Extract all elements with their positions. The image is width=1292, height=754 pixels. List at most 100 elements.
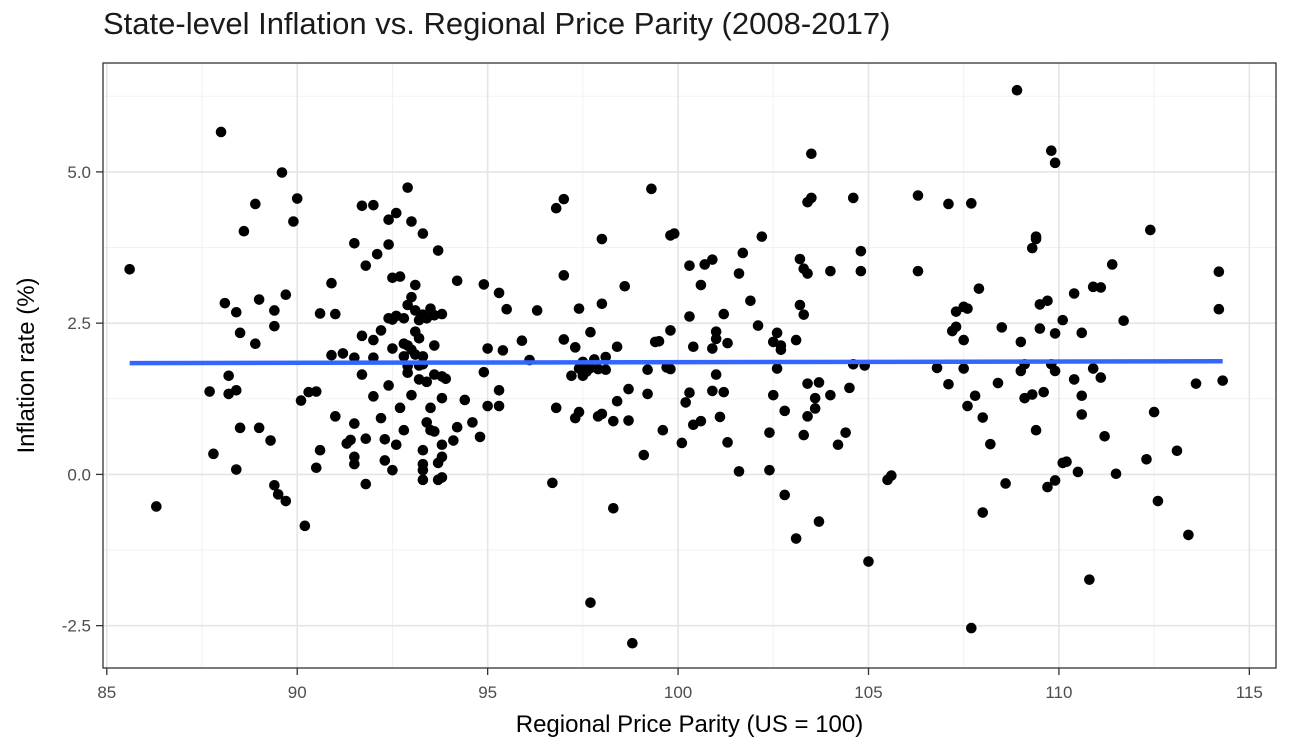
data-point bbox=[855, 265, 867, 277]
data-point bbox=[566, 370, 577, 382]
data-point bbox=[250, 338, 261, 350]
data-point bbox=[314, 444, 326, 456]
data-point bbox=[977, 507, 989, 518]
data-point bbox=[825, 389, 836, 401]
data-point bbox=[253, 422, 265, 434]
data-point bbox=[695, 415, 707, 427]
data-point bbox=[958, 363, 970, 374]
data-point bbox=[516, 335, 528, 346]
data-point bbox=[722, 437, 733, 448]
data-point bbox=[1213, 266, 1225, 278]
data-point bbox=[360, 260, 372, 271]
data-point bbox=[707, 254, 718, 265]
data-point bbox=[417, 228, 429, 239]
data-point bbox=[569, 342, 581, 353]
data-point bbox=[779, 405, 791, 417]
data-point bbox=[356, 330, 368, 342]
data-point bbox=[592, 363, 604, 375]
data-point bbox=[409, 279, 421, 291]
data-point bbox=[1057, 314, 1069, 326]
data-point bbox=[813, 377, 825, 388]
data-point bbox=[547, 477, 558, 489]
data-point bbox=[802, 411, 813, 422]
data-point bbox=[1095, 372, 1107, 383]
data-point bbox=[794, 299, 806, 311]
data-point bbox=[573, 406, 585, 418]
data-point bbox=[912, 190, 924, 201]
data-point bbox=[825, 265, 836, 277]
data-point bbox=[1148, 406, 1160, 418]
data-point bbox=[1213, 303, 1225, 315]
data-point bbox=[985, 438, 996, 450]
data-point bbox=[436, 392, 448, 404]
data-point bbox=[771, 363, 783, 374]
data-point bbox=[1099, 430, 1110, 442]
data-point bbox=[368, 352, 379, 363]
data-point bbox=[467, 417, 478, 428]
data-point bbox=[962, 400, 973, 412]
data-point bbox=[402, 299, 413, 311]
data-point bbox=[596, 233, 608, 245]
data-point bbox=[436, 451, 448, 463]
x-tick-label: 100 bbox=[664, 683, 692, 702]
data-point bbox=[269, 320, 280, 332]
data-point bbox=[230, 464, 242, 475]
data-point bbox=[234, 422, 246, 434]
data-point bbox=[436, 472, 448, 483]
data-point bbox=[482, 343, 493, 354]
data-point bbox=[1000, 478, 1011, 489]
data-point bbox=[349, 418, 360, 429]
data-point bbox=[790, 334, 802, 346]
data-point bbox=[1068, 288, 1080, 299]
data-point bbox=[1141, 453, 1152, 465]
data-point bbox=[996, 322, 1008, 333]
data-point bbox=[950, 321, 962, 333]
data-point bbox=[790, 533, 802, 544]
data-point bbox=[432, 245, 444, 256]
data-point bbox=[398, 313, 410, 324]
data-point bbox=[684, 260, 695, 271]
data-point bbox=[943, 378, 954, 390]
data-point bbox=[474, 431, 486, 443]
data-point bbox=[718, 308, 730, 320]
data-point bbox=[531, 305, 543, 316]
data-point bbox=[1076, 409, 1088, 420]
data-point bbox=[501, 303, 512, 315]
data-point bbox=[493, 287, 505, 299]
data-point bbox=[794, 253, 806, 265]
data-point bbox=[1076, 390, 1088, 402]
data-point bbox=[1049, 157, 1061, 169]
data-point bbox=[387, 343, 398, 354]
data-point bbox=[1084, 574, 1095, 585]
data-point bbox=[406, 216, 417, 227]
data-point bbox=[714, 411, 726, 423]
data-point bbox=[417, 351, 429, 362]
data-point bbox=[642, 364, 653, 376]
data-point bbox=[950, 306, 962, 317]
y-tick-label: 5.0 bbox=[67, 163, 91, 182]
data-point bbox=[394, 402, 406, 414]
data-point bbox=[417, 474, 429, 486]
data-point bbox=[478, 279, 490, 290]
data-point bbox=[429, 426, 440, 437]
data-point bbox=[745, 295, 756, 307]
data-point bbox=[1046, 145, 1057, 157]
data-point bbox=[448, 435, 459, 446]
x-tick-label: 85 bbox=[97, 683, 116, 702]
data-point bbox=[387, 464, 398, 476]
data-point bbox=[809, 403, 821, 414]
data-point bbox=[832, 439, 844, 451]
data-point bbox=[1030, 424, 1042, 436]
data-point bbox=[558, 193, 570, 205]
data-point bbox=[440, 373, 452, 385]
data-point bbox=[230, 385, 242, 396]
data-point bbox=[676, 437, 688, 449]
data-point bbox=[478, 366, 490, 378]
data-point bbox=[265, 435, 276, 446]
data-point bbox=[204, 386, 215, 397]
data-point bbox=[695, 279, 707, 291]
data-point bbox=[600, 351, 612, 363]
data-point bbox=[219, 297, 231, 309]
data-point bbox=[665, 363, 676, 375]
data-point bbox=[459, 394, 471, 406]
